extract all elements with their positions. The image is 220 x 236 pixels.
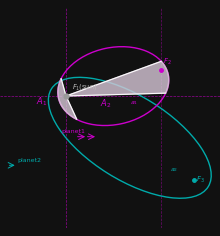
Text: planet1: planet1 bbox=[62, 129, 86, 134]
Text: $A_1$: $A_1$ bbox=[36, 96, 48, 108]
Text: $A_2$: $A_2$ bbox=[100, 98, 111, 110]
Polygon shape bbox=[58, 79, 77, 119]
Text: $F_3$: $F_3$ bbox=[196, 174, 205, 185]
Text: $a_1$: $a_1$ bbox=[130, 99, 138, 107]
Text: $F_1$(sun): $F_1$(sun) bbox=[72, 82, 97, 92]
Text: planet2: planet2 bbox=[18, 158, 42, 163]
Polygon shape bbox=[66, 61, 169, 96]
Text: $a_2$: $a_2$ bbox=[170, 166, 178, 174]
Text: $F_2$: $F_2$ bbox=[163, 57, 171, 67]
